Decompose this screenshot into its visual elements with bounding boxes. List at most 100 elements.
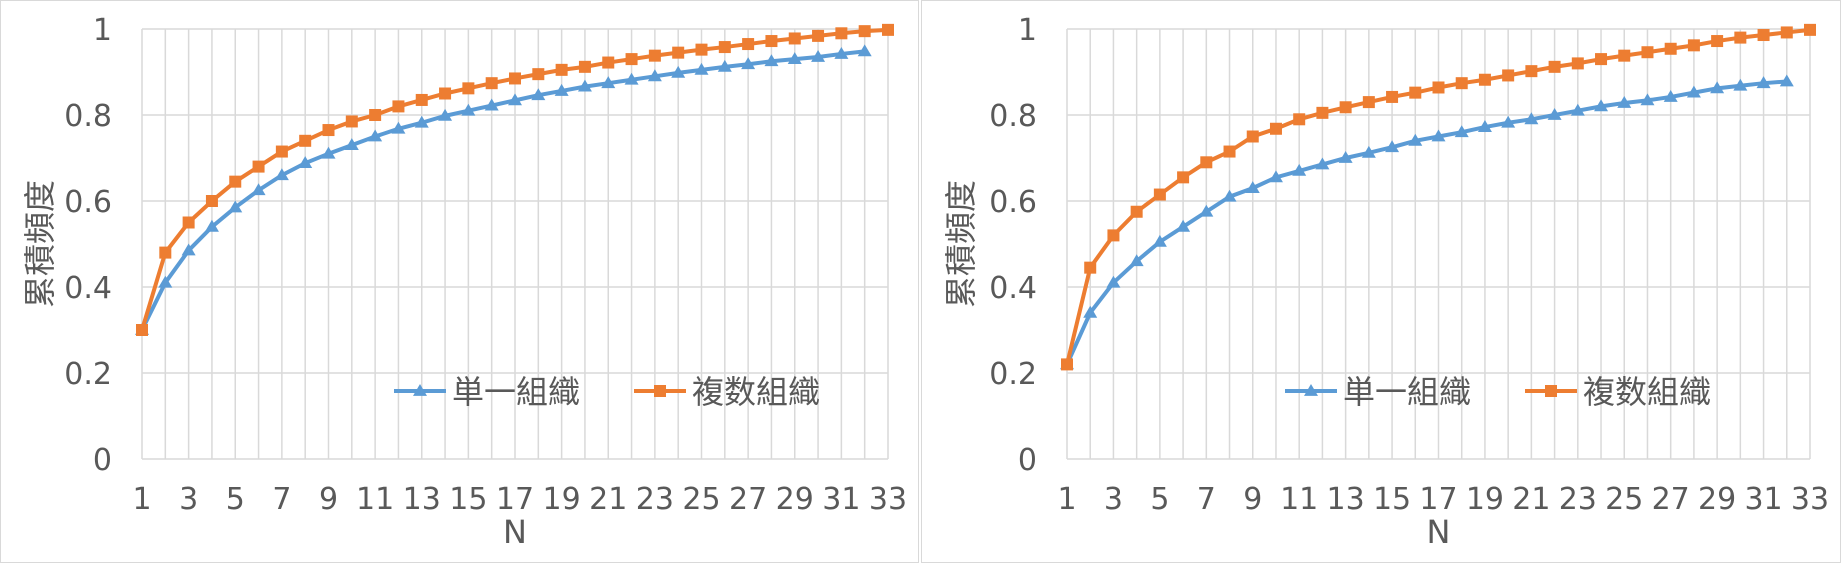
data-point-triangle xyxy=(181,243,196,256)
data-point-square xyxy=(788,32,801,45)
data-point-square xyxy=(1130,205,1143,218)
x-tick-label: 23 xyxy=(636,482,674,517)
x-tick-label: 25 xyxy=(1605,482,1643,517)
x-tick-label: 11 xyxy=(1280,482,1318,517)
data-point-triangle xyxy=(1292,163,1307,176)
data-point-triangle xyxy=(274,168,289,181)
data-point-square xyxy=(159,246,172,259)
data-point-triangle xyxy=(484,98,499,111)
data-point-square xyxy=(1200,156,1213,169)
x-tick-label: 17 xyxy=(1419,482,1457,517)
x-tick-label: 23 xyxy=(1559,482,1597,517)
legend-label: 単一組織 xyxy=(452,373,580,411)
legend-label: 複数組織 xyxy=(1583,373,1711,411)
y-tick-label: 0.8 xyxy=(989,99,1037,134)
x-tick-label: 11 xyxy=(356,482,394,517)
data-point-square xyxy=(462,82,475,95)
y-tick-label: 0 xyxy=(93,443,112,478)
data-point-square xyxy=(718,41,731,54)
grid-lines xyxy=(1066,28,1811,460)
x-tick-label: 9 xyxy=(319,482,338,517)
data-point-triangle xyxy=(1547,108,1562,120)
data-point-triangle xyxy=(1385,140,1400,153)
data-point-square xyxy=(1269,122,1282,135)
data-point-square xyxy=(392,100,405,113)
data-point-square xyxy=(672,46,685,59)
data-point-triangle xyxy=(1779,74,1794,87)
data-point-square xyxy=(1177,171,1190,184)
x-tick-label: 31 xyxy=(1744,482,1782,517)
data-point-triangle xyxy=(1663,89,1678,102)
data-point-triangle xyxy=(647,69,662,82)
data-point-square xyxy=(882,23,894,36)
data-point-triangle xyxy=(1454,125,1469,138)
data-point-square xyxy=(1502,69,1515,82)
data-point-triangle xyxy=(251,183,266,196)
data-point-triangle xyxy=(694,62,709,75)
x-axis-title: N xyxy=(503,513,527,551)
data-point-triangle xyxy=(1199,204,1214,217)
data-point-square xyxy=(1664,42,1677,55)
chart-panel-right: 0 0.2 0.4 0.6 0.8 1 1 3 5 7 9 11 13 15 17 19 21 23 25 27 29 3… xyxy=(921,0,1841,563)
data-point-square xyxy=(1687,39,1700,52)
data-point-square xyxy=(1246,130,1259,143)
y-axis-title: 累積頻度 xyxy=(21,180,59,308)
data-point-square xyxy=(1548,60,1561,73)
data-point-triangle xyxy=(1617,95,1632,108)
data-point-square xyxy=(648,49,661,62)
x-tick-label: 1 xyxy=(1057,482,1076,517)
data-point-triangle xyxy=(1756,76,1771,89)
x-tick-label: 17 xyxy=(496,482,534,517)
series-line xyxy=(140,49,865,331)
data-point-triangle xyxy=(1570,103,1585,116)
y-tick-label: 0.2 xyxy=(989,357,1037,392)
y-tick-label: 0.6 xyxy=(64,185,112,220)
x-tick-label: 15 xyxy=(449,482,487,517)
data-point-triangle xyxy=(1268,170,1283,183)
data-point-triangle xyxy=(601,76,616,89)
data-point-triangle xyxy=(298,156,313,169)
x-tick-label: 29 xyxy=(1698,482,1736,517)
data-point-square xyxy=(602,56,615,69)
x-tick-label: 13 xyxy=(1327,482,1365,517)
x-tick-label: 21 xyxy=(1512,482,1550,517)
data-point-square xyxy=(345,115,358,128)
data-point-triangle xyxy=(368,129,383,142)
data-point-square xyxy=(578,60,591,73)
data-point-square xyxy=(1595,53,1608,66)
data-point-square xyxy=(136,324,148,336)
data-point-square xyxy=(835,27,848,40)
y-tick-label: 0.4 xyxy=(64,271,112,306)
data-point-square xyxy=(1293,113,1306,126)
x-tick-label: 27 xyxy=(729,482,767,517)
data-point-triangle xyxy=(671,65,686,78)
data-point-square xyxy=(1780,26,1793,39)
x-tick-label: 31 xyxy=(822,482,860,517)
x-tick-label: 25 xyxy=(682,482,720,517)
data-point-square xyxy=(1316,106,1329,119)
data-point-square xyxy=(1734,31,1747,44)
data-point-triangle xyxy=(1315,157,1330,170)
data-point-square xyxy=(1641,46,1654,59)
x-tick-label: 19 xyxy=(1466,482,1504,517)
legend-label: 複数組織 xyxy=(692,373,820,411)
data-point-triangle xyxy=(1686,85,1701,98)
series-multi-org xyxy=(136,23,894,336)
x-tick-label: 27 xyxy=(1652,482,1690,517)
data-point-square xyxy=(812,29,825,42)
data-point-square xyxy=(1711,35,1724,48)
data-point-triangle xyxy=(508,93,522,106)
data-point-square xyxy=(858,25,871,38)
legend-marker-square xyxy=(654,385,666,397)
data-point-square xyxy=(275,145,288,158)
data-point-square xyxy=(1362,96,1375,109)
data-point-triangle xyxy=(554,83,569,96)
data-point-triangle xyxy=(1710,81,1725,94)
data-point-square xyxy=(205,195,218,207)
data-point-triangle xyxy=(158,275,173,288)
series-multi-org xyxy=(1061,23,1816,371)
data-point-triangle xyxy=(741,57,756,70)
y-tick-label: 1 xyxy=(93,13,112,48)
data-point-square xyxy=(1223,145,1236,158)
data-point-square xyxy=(1525,65,1538,78)
